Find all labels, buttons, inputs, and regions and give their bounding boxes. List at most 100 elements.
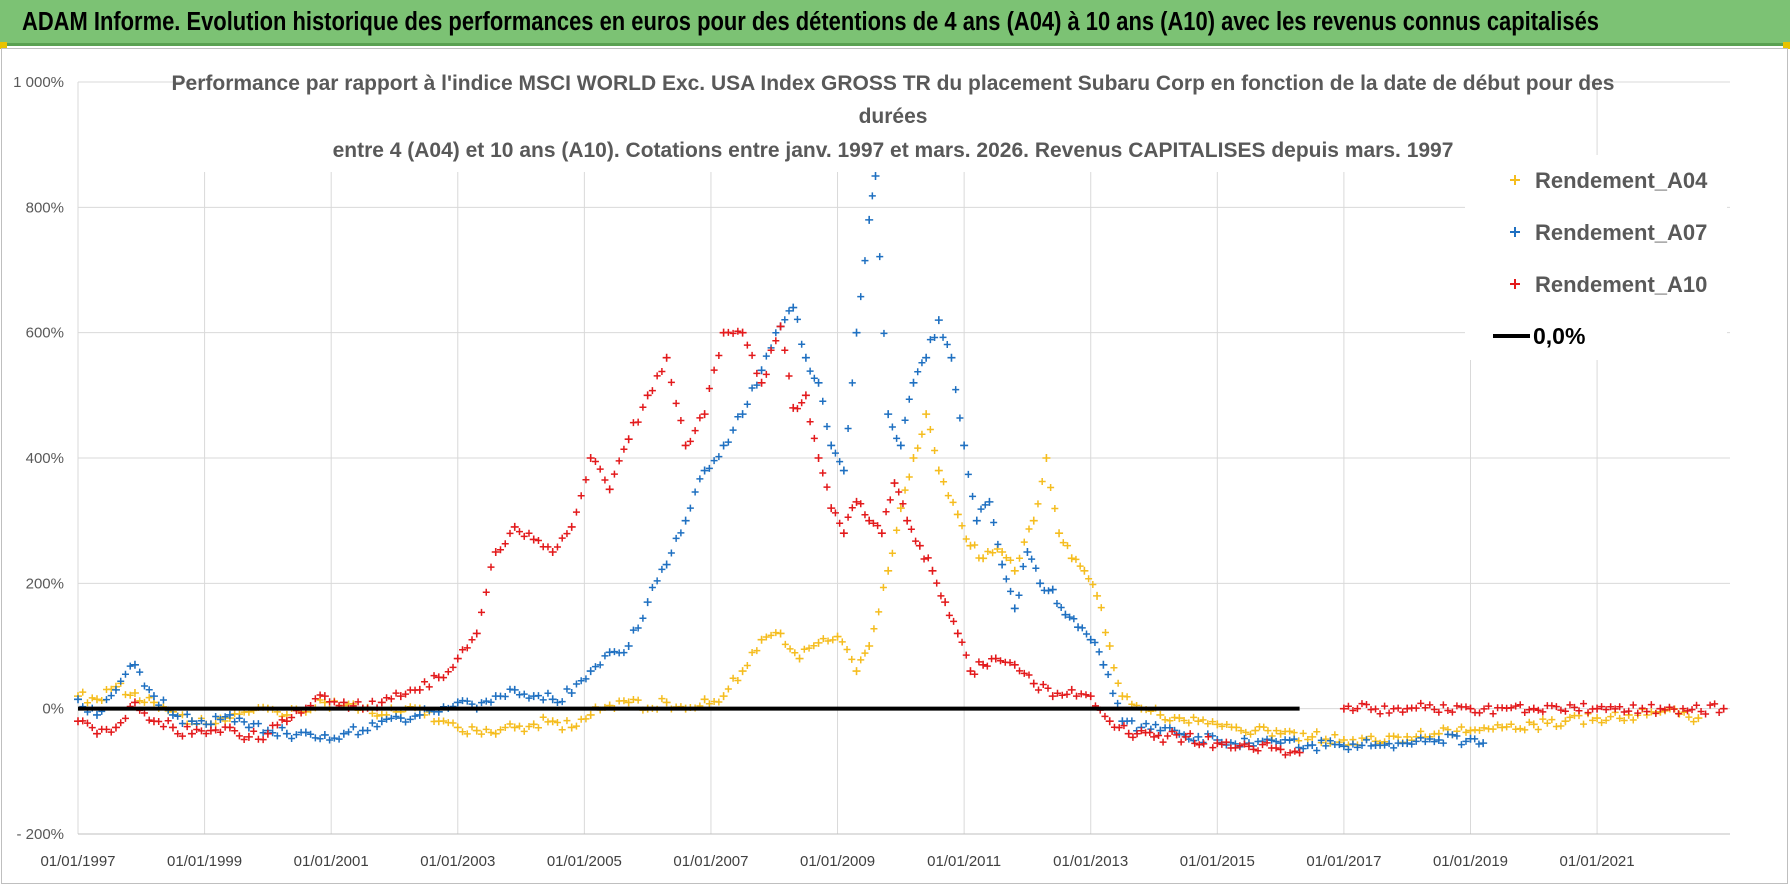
data-marker [1457,723,1465,731]
data-marker [1057,604,1065,612]
data-marker [1272,744,1280,752]
data-marker [1561,707,1569,715]
data-marker [634,418,642,426]
data-marker [977,505,985,513]
data-marker [793,315,801,323]
data-marker [879,583,887,591]
data-marker [440,674,448,682]
data-marker [1543,719,1551,727]
data-marker [1091,639,1099,647]
data-marker [1070,615,1078,623]
data-marker [1299,729,1307,737]
data-marker [952,386,960,394]
data-marker [178,732,186,740]
data-point [719,441,728,450]
data-marker [1665,703,1673,711]
data-marker [610,470,618,478]
data-marker [1516,725,1524,733]
data-marker [1453,702,1461,710]
data-marker [1457,741,1465,749]
data-marker [1503,723,1511,731]
data-marker [724,685,732,693]
data-point [1156,710,1165,719]
data-point [339,729,348,738]
data-marker [824,637,832,645]
data-marker [231,727,239,735]
data-point [1029,516,1038,525]
data-marker [829,636,837,644]
data-point [833,632,842,641]
data-point [130,698,139,707]
data-point [1194,717,1203,726]
data-point [130,689,139,697]
data-marker [798,340,806,348]
data-marker [1679,705,1687,713]
data-marker [610,648,618,656]
data-marker [572,722,580,730]
data-marker [734,413,742,421]
data-marker [781,316,789,324]
data-marker [615,457,623,465]
data-point [953,510,962,519]
data-marker [914,444,922,452]
data-point [1244,742,1253,751]
data-marker [798,399,806,407]
data-point [586,710,595,719]
data-marker [724,438,732,446]
data-marker [387,714,395,722]
data-marker [1053,689,1061,697]
data-marker [501,540,509,548]
data-marker [1353,743,1361,751]
banner: ADAM Informe. Evolution historique des p… [0,0,1790,46]
data-marker [781,640,789,648]
gridlines [77,81,1730,835]
data-point [700,410,709,419]
chart-title-line-3: entre 4 (A04) et 10 ans (A10). Cotations… [333,139,1454,162]
data-marker [482,588,490,596]
data-marker [1552,703,1560,711]
data-marker [221,713,229,721]
data-point [1308,741,1317,750]
data-marker [1507,720,1515,728]
data-marker [1047,484,1055,492]
data-marker [197,727,205,735]
data-marker [940,478,948,486]
data-marker [368,719,376,727]
data-point [605,485,614,494]
data-marker [1521,726,1529,734]
data-point [985,497,994,506]
data-marker [83,699,91,707]
data-marker [933,579,941,587]
data-marker [1697,708,1705,716]
data-marker [819,469,827,477]
data-point [738,667,747,676]
x-tick-label: 01/01/2001 [294,853,369,870]
data-point [1105,642,1114,650]
data-marker [1602,706,1610,714]
data-marker [729,329,737,337]
data-point [972,516,981,525]
data-point [472,726,481,735]
x-tick-label: 01/01/2005 [547,853,622,870]
data-marker [506,720,514,728]
data-point [662,353,671,362]
data-marker [905,395,913,403]
data-marker [912,537,920,545]
data-marker [202,730,210,738]
data-marker [1598,703,1606,711]
data-marker [1064,542,1072,550]
data-marker [888,423,896,431]
data-marker [459,728,467,736]
data-marker [950,617,958,625]
data-marker [1002,554,1010,562]
data-marker [1199,716,1207,724]
data-marker [1272,738,1280,745]
data-marker [806,367,814,375]
data-marker [1607,713,1615,721]
data-marker [1566,713,1574,721]
data-marker [145,716,153,724]
data-marker [1426,701,1434,709]
data-marker [870,625,878,633]
data-marker [1218,722,1226,730]
